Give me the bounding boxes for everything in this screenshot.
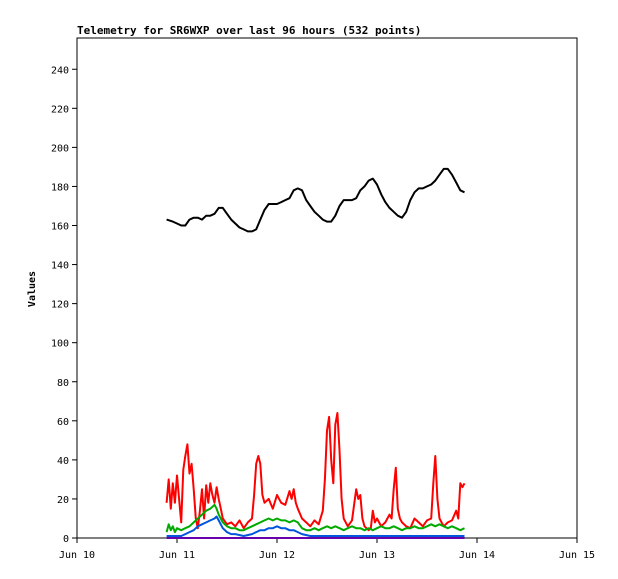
series-line-2 [165, 503, 465, 534]
y-axis: 0 20 40 60 80 100 120 140 160 180 200 220 240 [51, 65, 77, 545]
series-line-3 [166, 515, 465, 537]
x-tick-label: Jun 12 [259, 550, 295, 561]
x-axis: Jun 10 Jun 11 Jun 12 Jun 13 Jun 14 Jun 15 [59, 538, 595, 561]
x-tick-label: Jun 15 [559, 550, 595, 561]
y-tick-label: 180 [51, 182, 69, 193]
y-tick-label: 220 [51, 104, 69, 115]
plot-area [76, 37, 578, 539]
y-tick-label: 160 [51, 222, 69, 233]
x-tick-label: Jun 14 [459, 550, 495, 561]
y-tick-label: 0 [63, 534, 69, 545]
y-tick-label: 80 [57, 378, 69, 389]
y-tick-label: 100 [51, 339, 69, 350]
y-tick-label: 120 [51, 300, 69, 311]
series-line-1 [165, 412, 466, 532]
y-axis-label: Values [27, 271, 38, 307]
y-tick-label: 240 [51, 65, 69, 76]
chart-title: Telemetry for SR6WXP over last 96 hours … [77, 24, 421, 37]
series-group [165, 167, 466, 539]
y-tick-label: 40 [57, 456, 69, 467]
y-tick-label: 200 [51, 143, 69, 154]
x-tick-label: Jun 10 [59, 550, 95, 561]
y-tick-label: 140 [51, 261, 69, 272]
x-tick-label: Jun 11 [159, 550, 195, 561]
x-tick-label: Jun 13 [359, 550, 395, 561]
y-tick-label: 20 [57, 495, 69, 506]
series-line-0 [166, 167, 465, 233]
y-tick-label: 60 [57, 417, 69, 428]
